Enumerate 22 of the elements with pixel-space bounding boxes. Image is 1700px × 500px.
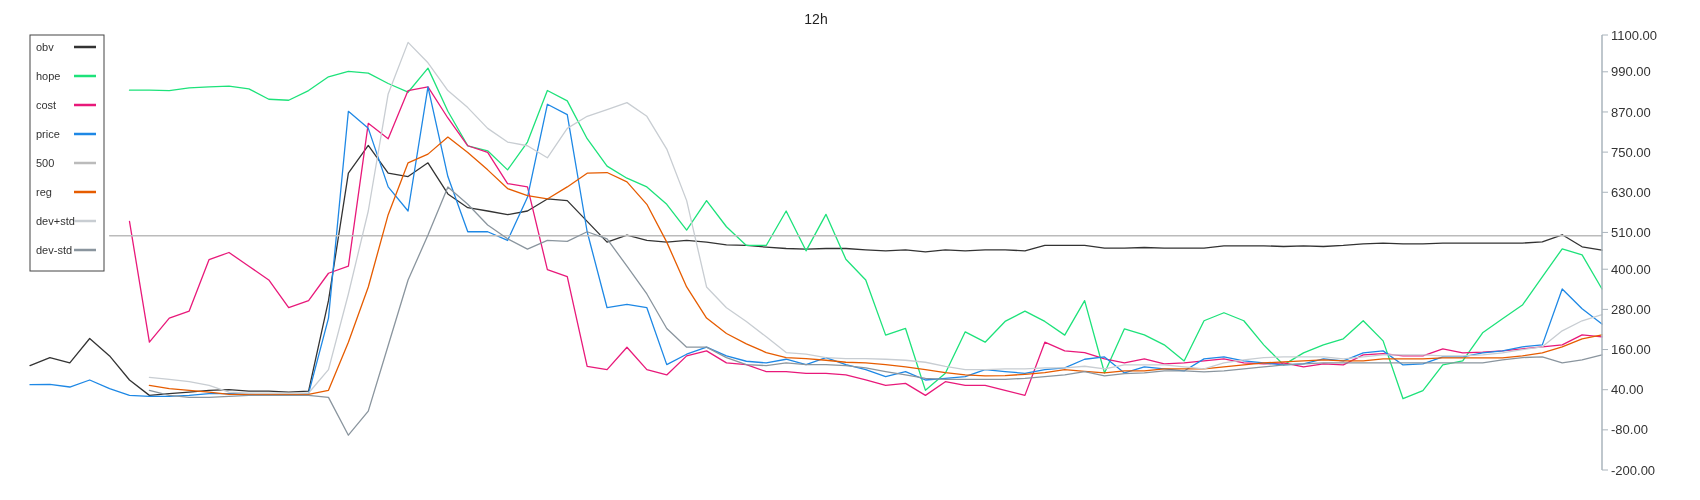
legend-label: reg — [36, 185, 52, 198]
y-tick-label: 990.00 — [1611, 64, 1651, 80]
y-tick-label: 630.00 — [1611, 184, 1651, 200]
y-tick-label: 870.00 — [1611, 104, 1651, 120]
y-tick-label: 750.00 — [1611, 144, 1651, 160]
line-series — [148, 186, 1603, 436]
y-tick-label: 160.00 — [1611, 342, 1651, 358]
y-tick-label: 400.00 — [1611, 261, 1651, 277]
legend-label: dev-std — [36, 243, 73, 256]
y-tick-label: -80.00 — [1611, 422, 1648, 438]
y-tick-label: 510.00 — [1611, 224, 1651, 240]
legend-label: dev+std — [36, 214, 75, 227]
legend-label: obv — [36, 40, 55, 53]
y-tick-label: 40.00 — [1611, 382, 1644, 398]
chart-title: 12h — [804, 11, 828, 27]
legend-label: price — [36, 127, 60, 140]
y-tick-label: 1100.00 — [1611, 27, 1658, 43]
legend-label: 500 — [36, 156, 55, 169]
legend-label: cost — [36, 98, 57, 111]
y-tick-label: 280.00 — [1611, 301, 1651, 317]
y-tick-label: -200.00 — [1611, 462, 1656, 478]
legend-label: hope — [36, 69, 61, 82]
